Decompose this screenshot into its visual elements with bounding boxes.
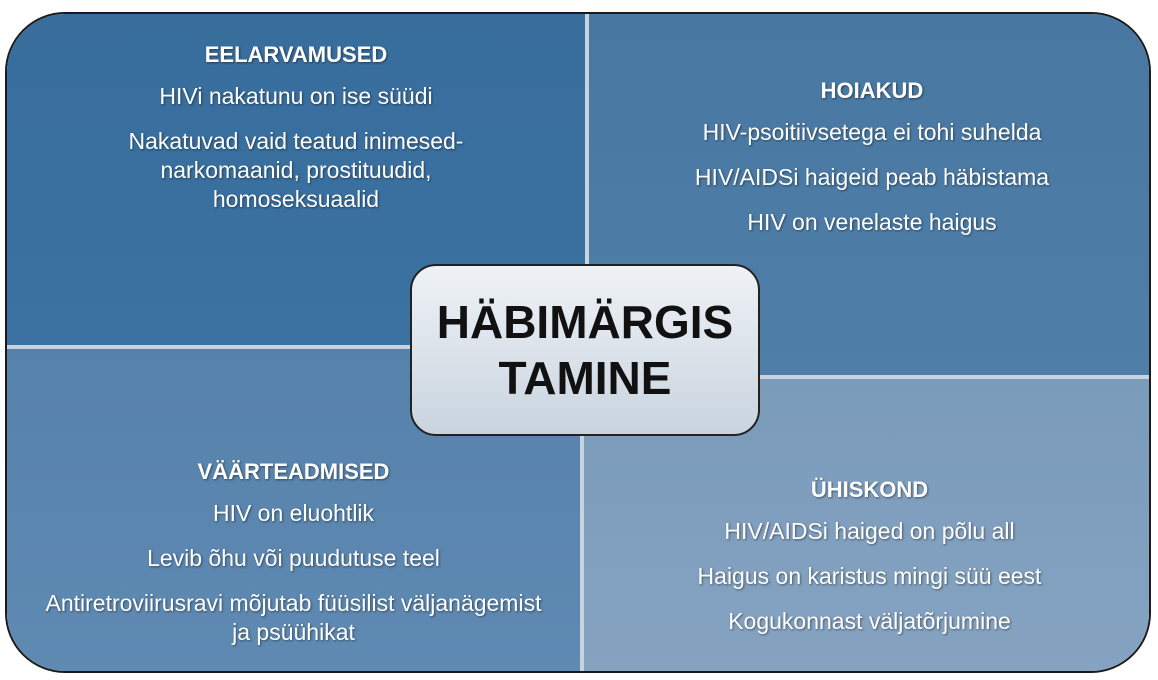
quadrant-item: Levib õhu või puudutuse teel [147, 545, 440, 571]
quadrant-item: HIV-psoitiivsetega ei tohi suhelda [702, 119, 1042, 145]
quadrant-title: EELARVAMUSED [204, 42, 388, 67]
center-label: HÄBIMÄRGIS [436, 296, 734, 348]
center-box: HÄBIMÄRGIS TAMINE [410, 264, 760, 436]
quadrant-item: Nakatuvad vaid teatud inimesed-narkomaan… [128, 128, 464, 212]
quadrant-item: HIV on venelaste haigus [747, 209, 997, 235]
quadrant-title: HOIAKUD [820, 78, 924, 103]
quadrant-item: HIV/AIDSi haigeid peab häbistama [694, 164, 1050, 190]
quadrant-item: HIV on eluohtlik [212, 500, 375, 526]
quadrant-item: HIVi nakatunu on ise süüdi [159, 83, 433, 109]
quadrant-item: HIV/AIDSi haiged on põlu all [724, 518, 1015, 544]
quadrant-item: Antiretroviirusravi mõjutab füüsilist vä… [45, 590, 542, 645]
quadrant-item: Haigus on karistus mingi süü eest [697, 563, 1042, 589]
quadrant-title: ÜHISKOND [810, 477, 929, 502]
quadrant-title: VÄÄRTEADMISED [197, 459, 390, 484]
quadrant-item: Kogukonnast väljatõrjumine [728, 608, 1011, 634]
center-label: TAMINE [498, 352, 672, 404]
